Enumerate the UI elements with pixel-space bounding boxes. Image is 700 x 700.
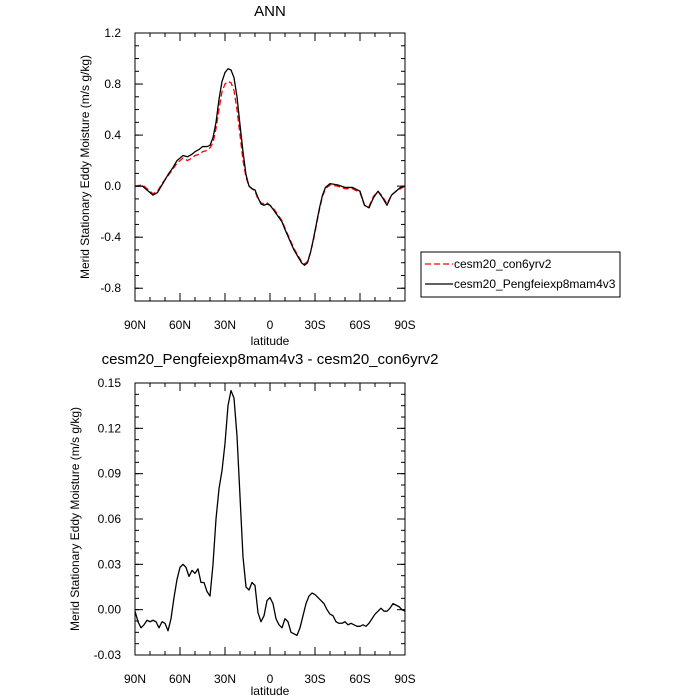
x-tick-label: 30N [214,672,236,686]
legend-entry-2: cesm20_Pengfeiexp8mam4v3 [454,277,616,291]
series-line-2 [135,68,406,266]
y-tick-label: 0.03 [98,557,122,571]
x-tick-label: 0 [267,672,274,686]
y-tick-label: -0.03 [94,648,122,662]
y-axis-label: Merid Stationary Eddy Moisture (m/s g/kg… [78,55,92,279]
y-tick-label: 0.8 [104,77,121,91]
y-tick-label: 0.0 [104,179,121,193]
x-tick-label: 60S [349,318,370,332]
x-tick-label: 30S [304,318,325,332]
y-tick-label: -0.4 [100,230,121,244]
y-tick-label: 0.12 [98,421,122,435]
chart-title: cesm20_Pengfeiexp8mam4v3 - cesm20_con6yr… [102,351,439,368]
series-line-1 [134,389,406,637]
x-axis-label: latitude [251,334,290,348]
x-tick-label: 90S [394,318,415,332]
chart-title: ANN [254,3,286,20]
y-tick-label: 0.00 [98,603,122,617]
x-axis-label: latitude [251,684,290,698]
x-tick-label: 30N [214,318,236,332]
x-tick-label: 0 [267,318,274,332]
x-tick-label: 60N [169,672,191,686]
x-tick-label: 60N [169,318,191,332]
y-tick-label: -0.8 [100,281,121,295]
series-line-1 [134,80,406,265]
x-tick-label: 90N [124,318,146,332]
x-tick-label: 90N [124,672,146,686]
y-tick-label: 1.2 [104,26,121,40]
legend-box [420,251,621,298]
plot-frame [134,382,406,656]
legend-entry-1: cesm20_con6yrv2 [454,257,552,271]
y-tick-label: 0.15 [98,376,122,390]
y-axis-label: Merid Stationary Eddy Moisture (m/s g/kg… [68,407,82,631]
x-tick-label: 90S [394,672,415,686]
y-tick-label: 0.06 [98,512,122,526]
y-tick-label: 0.4 [104,128,121,142]
y-tick-label: 0.09 [98,467,122,481]
x-tick-label: 30S [304,672,325,686]
plot-frame [134,32,406,302]
x-tick-label: 60S [349,672,370,686]
